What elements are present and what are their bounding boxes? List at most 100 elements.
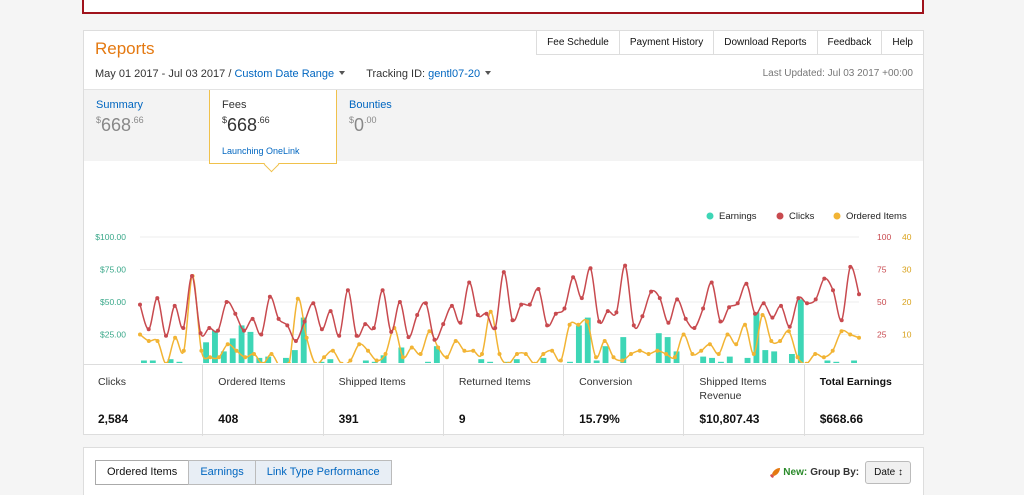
- clicks-point: [293, 339, 298, 343]
- clicks-point: [805, 301, 809, 306]
- earnings-bar: [380, 355, 387, 363]
- ordered-items-point: [664, 352, 669, 356]
- clicks-point: [770, 315, 775, 320]
- clicks-point: [735, 301, 740, 306]
- clicks-point: [441, 322, 446, 327]
- tracking-id-dropdown[interactable]: Tracking ID: gentl07-20: [366, 68, 492, 80]
- legend-clicks-label: Clicks: [789, 211, 815, 222]
- earnings-bar: [851, 360, 857, 363]
- earnings-bar: [602, 346, 609, 363]
- metric-value: 2,584: [98, 412, 129, 426]
- clicks-point: [510, 318, 515, 323]
- custom-date-range-dropdown[interactable]: Custom Date Range: [234, 68, 346, 80]
- ordered-items-point: [839, 329, 844, 334]
- metric-value: 9: [458, 412, 466, 426]
- clicks-point: [458, 320, 463, 325]
- legend-ordered-items-marker: [833, 212, 841, 220]
- earnings-bar: [655, 333, 662, 363]
- download-reports-link[interactable]: Download Reports: [713, 30, 817, 55]
- clicks-point: [155, 296, 160, 301]
- tab-ordered-items[interactable]: Ordered Items: [95, 460, 190, 485]
- new-badge: New:: [783, 467, 808, 478]
- earnings-bar: [265, 356, 272, 363]
- metric-conversion: Conversion 15.79%: [564, 365, 685, 436]
- clicks-point: [302, 319, 307, 324]
- ordered-items-point: [181, 348, 186, 353]
- clicks-point: [467, 280, 472, 285]
- ordered-items-point: [383, 352, 388, 356]
- tab-link-type-performance[interactable]: Link Type Performance: [254, 460, 392, 485]
- tab-summary[interactable]: Summary $668.66: [84, 90, 208, 162]
- ordered-items-point: [716, 352, 721, 356]
- ordered-items-point: [681, 332, 686, 337]
- ordered-items-point: [453, 339, 458, 343]
- clicks-point: [415, 313, 420, 317]
- ordered-items-point: [786, 329, 791, 334]
- ordered-items-point: [769, 339, 774, 343]
- clicks-point: [796, 296, 801, 301]
- legend-earnings-label: Earnings: [719, 211, 757, 222]
- earnings-bar: [788, 354, 795, 363]
- earnings-bar: [487, 361, 494, 363]
- y-left-tick-label: $75.00: [100, 265, 126, 275]
- clicks-point: [397, 300, 402, 304]
- clicks-point: [259, 332, 264, 337]
- earnings-bar: [726, 356, 733, 363]
- launching-onelink-link[interactable]: Launching OneLink: [222, 146, 300, 156]
- tab-earnings[interactable]: Earnings: [188, 460, 256, 485]
- clicks-point: [571, 275, 576, 280]
- metric-value: $668.66: [819, 412, 864, 426]
- ordered-items-point: [515, 352, 519, 356]
- feedback-link[interactable]: Feedback: [816, 30, 882, 55]
- clicks-point: [839, 318, 844, 323]
- group-by-label: Group By:: [810, 467, 860, 478]
- legend-ordered-items-label: Ordered Items: [846, 211, 907, 222]
- earnings-bar: [425, 361, 431, 363]
- clicks-point: [146, 327, 151, 332]
- clicks-point: [389, 329, 394, 334]
- caret-down-icon: [339, 71, 346, 75]
- metric-label: Shipped Items: [338, 376, 406, 388]
- y-mid-tick-label: 0: [877, 362, 882, 363]
- earnings-bar: [833, 361, 840, 363]
- group-by-value: Date: [874, 467, 896, 478]
- clicks-point: [683, 316, 688, 321]
- metric-label: Returned Items: [458, 376, 531, 388]
- ordered-items-point: [138, 332, 142, 337]
- metric-label: Conversion: [579, 376, 633, 388]
- select-arrows-icon: ↕: [898, 467, 903, 478]
- ordered-items-point: [550, 348, 555, 353]
- tab-bounties[interactable]: Bounties $0.00: [337, 90, 457, 162]
- ordered-items-point: [637, 348, 642, 353]
- payment-history-link[interactable]: Payment History: [618, 30, 714, 55]
- metrics-row: Clicks 2,584 Ordered Items 408 Shipped Ite…: [83, 364, 924, 436]
- clicks-point: [623, 263, 628, 268]
- group-by-select[interactable]: Date ↕: [865, 461, 911, 484]
- clicks-point: [267, 294, 272, 299]
- earnings-bar: [212, 330, 218, 363]
- tracking-id-value: gentl07-20: [428, 68, 481, 80]
- clicks-point: [675, 297, 680, 302]
- tab-fees[interactable]: Fees $668.66 Launching OneLink: [209, 90, 337, 164]
- fee-schedule-link[interactable]: Fee Schedule: [536, 30, 619, 55]
- earnings-bar: [753, 312, 760, 363]
- ordered-items-point: [155, 339, 160, 343]
- clicks-point: [605, 309, 610, 314]
- clicks-point: [562, 306, 567, 311]
- ordered-items-point: [269, 352, 274, 356]
- clicks-point: [493, 326, 498, 330]
- ordered-items-point: [357, 342, 362, 347]
- earnings-bar: [300, 317, 307, 363]
- clicks-point: [666, 320, 671, 325]
- clicks-point: [242, 328, 246, 333]
- earnings-bar: [744, 357, 751, 363]
- y-left-tick-label: $100.00: [95, 232, 126, 242]
- earnings-bar: [229, 338, 236, 363]
- y-mid-tick-label: 25: [877, 330, 887, 340]
- clicks-point: [614, 310, 619, 315]
- earnings-bar: [824, 360, 831, 363]
- ordered-items-point: [287, 361, 291, 363]
- y-right-tick-label: 10: [902, 330, 912, 340]
- earnings-bar: [167, 359, 174, 363]
- help-link[interactable]: Help: [881, 30, 924, 55]
